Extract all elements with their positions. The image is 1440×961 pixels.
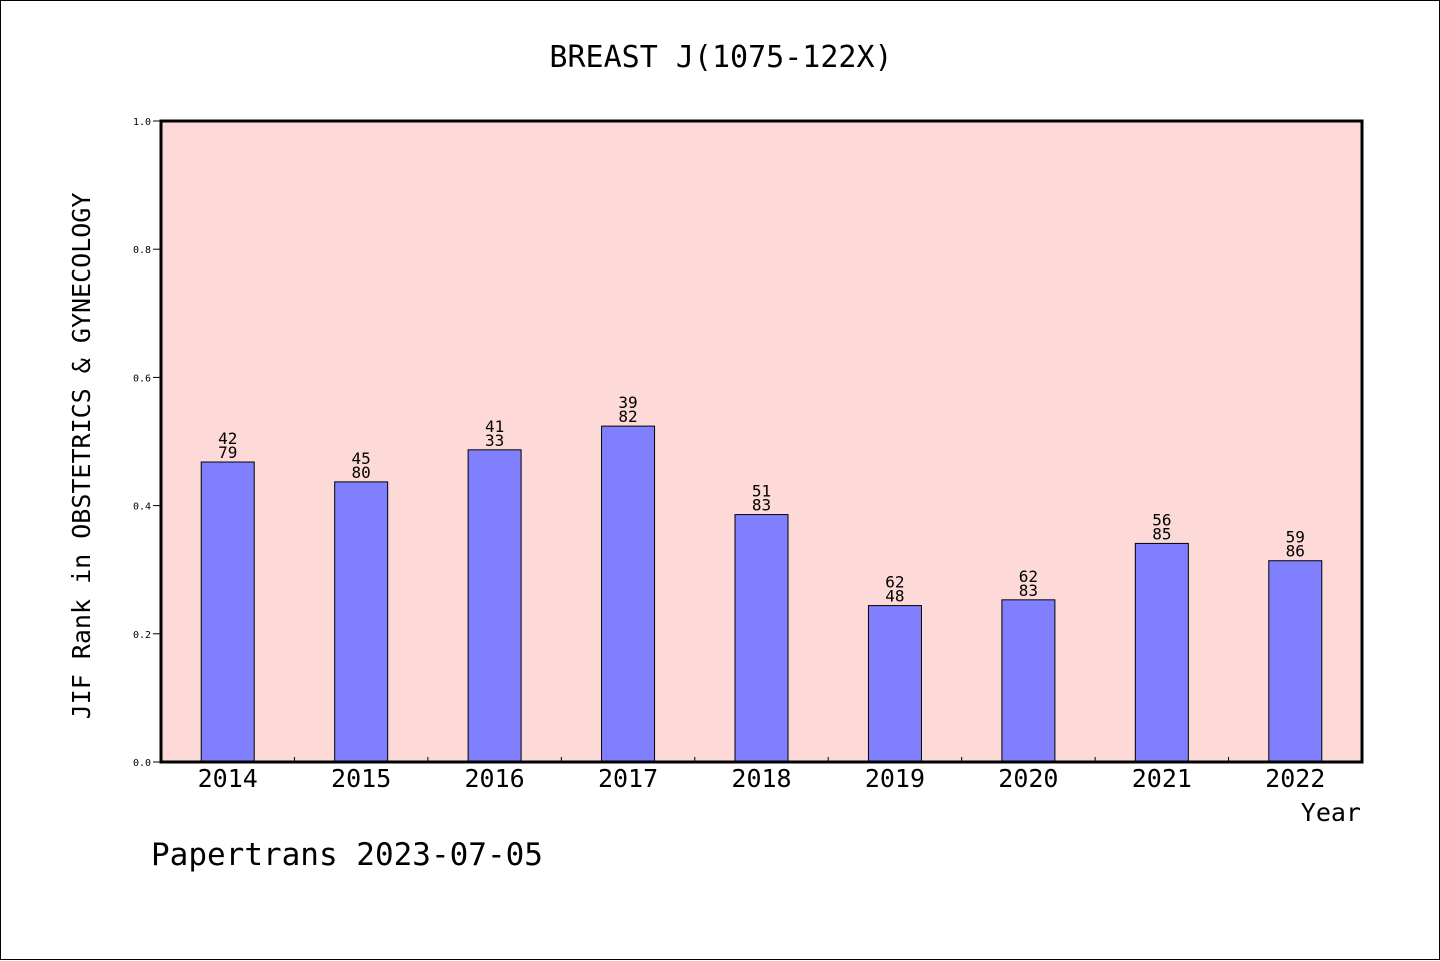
bar-label-bottom: 83 [752, 496, 771, 515]
bar-label-top: 45 [352, 449, 371, 468]
plot-border [159, 119, 1364, 764]
y-tick-label: 1.0 [133, 117, 151, 128]
y-tick-label: 0.2 [133, 630, 151, 641]
x-tick-label: 2015 [331, 764, 391, 793]
bar-2021 [1134, 542, 1189, 763]
bar-label-bottom: 79 [218, 443, 237, 462]
bar-2018 [734, 514, 789, 763]
bar-2016 [467, 449, 522, 763]
x-axis-ticks: 2014 2015 2016 2017 2018 2019 2020 2021 2022 [198, 757, 1325, 793]
bar-label-bottom: 48 [885, 587, 904, 606]
bar-label-bottom: 80 [352, 463, 371, 482]
x-tick-label: 2014 [198, 764, 258, 793]
bar-label-top: 41 [485, 417, 504, 436]
bar-label-bottom: 82 [618, 407, 637, 426]
bar-label-bottom: 83 [1019, 581, 1038, 600]
bar-2020 [1001, 599, 1056, 763]
bar-2022 [1268, 560, 1323, 763]
bar-label-bottom: 85 [1152, 524, 1171, 543]
bar-label-top: 56 [1152, 510, 1171, 529]
footer-text: Papertrans 2023-07-05 [151, 837, 543, 873]
bar-label-top: 59 [1286, 528, 1305, 547]
x-tick-label: 2017 [598, 764, 658, 793]
bar-2015 [334, 481, 389, 763]
y-axis-label: JIF Rank in OBSTETRICS & GYNECOLOGY [67, 193, 96, 720]
x-tick-label: 2018 [731, 764, 791, 793]
bar-label-bottom: 33 [485, 431, 504, 450]
y-tick-label: 0.0 [133, 758, 151, 769]
bar-2014 [200, 461, 255, 763]
y-tick-label: 0.6 [133, 373, 151, 384]
y-tick-label: 0.4 [133, 502, 151, 513]
bar-2019 [867, 605, 922, 763]
x-tick-label: 2016 [465, 764, 525, 793]
bar-label-top: 62 [885, 573, 904, 592]
bar-label-top: 39 [618, 393, 637, 412]
x-tick-label: 2019 [865, 764, 925, 793]
y-tick-label: 0.8 [133, 245, 151, 256]
x-axis-label: Year [1301, 798, 1361, 827]
x-tick-label: 2021 [1132, 764, 1192, 793]
bar-label-bottom: 86 [1286, 542, 1305, 561]
chart-title: BREAST J(1075-122X) [549, 40, 892, 75]
bar-2017 [601, 425, 656, 763]
x-tick-label: 2022 [1265, 764, 1325, 793]
bar-label-top: 62 [1019, 567, 1038, 586]
bar-label-top: 42 [218, 429, 237, 448]
bar-label-top: 51 [752, 482, 771, 501]
x-tick-label: 2020 [998, 764, 1058, 793]
y-axis-ticks: 0.0 0.2 0.4 0.6 0.8 1.0 [133, 117, 161, 769]
